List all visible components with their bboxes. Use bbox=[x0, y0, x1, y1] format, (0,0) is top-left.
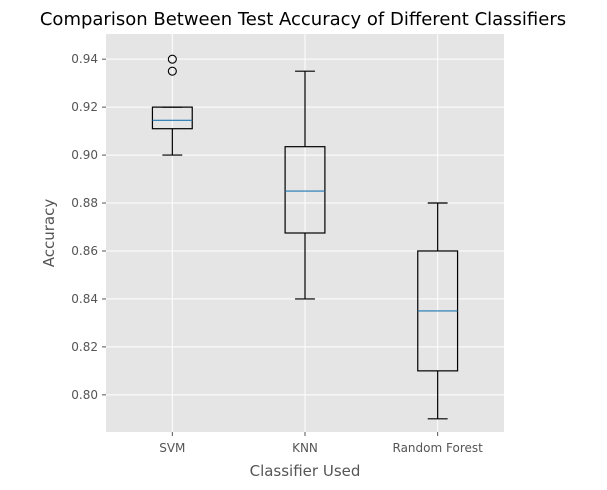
chart-title: Comparison Between Test Accuracy of Diff… bbox=[40, 9, 566, 30]
box-series bbox=[151, 54, 459, 420]
y-axis-label: Accuracy bbox=[40, 199, 58, 268]
y-tick-label: 0.86 bbox=[71, 244, 98, 258]
y-tick-label: 0.88 bbox=[71, 196, 98, 210]
box-knn bbox=[284, 70, 326, 300]
y-tick-labels: 0.80 0.82 0.84 0.86 0.88 0.90 0.92 0.94 bbox=[71, 52, 106, 402]
y-tick-label: 0.92 bbox=[71, 100, 98, 114]
x-tick-label: Random Forest bbox=[393, 441, 484, 455]
y-tick-label: 0.82 bbox=[71, 340, 98, 354]
box-svm bbox=[151, 54, 193, 156]
iqr-box bbox=[284, 146, 326, 234]
x-tick-label: KNN bbox=[292, 441, 318, 455]
y-tick-label: 0.84 bbox=[71, 292, 98, 306]
iqr-box bbox=[151, 106, 193, 130]
x-tick-label: SVM bbox=[159, 441, 185, 455]
x-tick-labels: SVM KNN Random Forest bbox=[159, 432, 483, 455]
y-tick-label: 0.94 bbox=[71, 52, 98, 66]
x-axis-label: Classifier Used bbox=[250, 462, 361, 480]
box-random-forest bbox=[417, 202, 459, 420]
y-tick-label: 0.90 bbox=[71, 148, 98, 162]
outlier-point bbox=[167, 54, 177, 64]
y-tick-label: 0.80 bbox=[71, 388, 98, 402]
outlier-point bbox=[167, 66, 177, 76]
